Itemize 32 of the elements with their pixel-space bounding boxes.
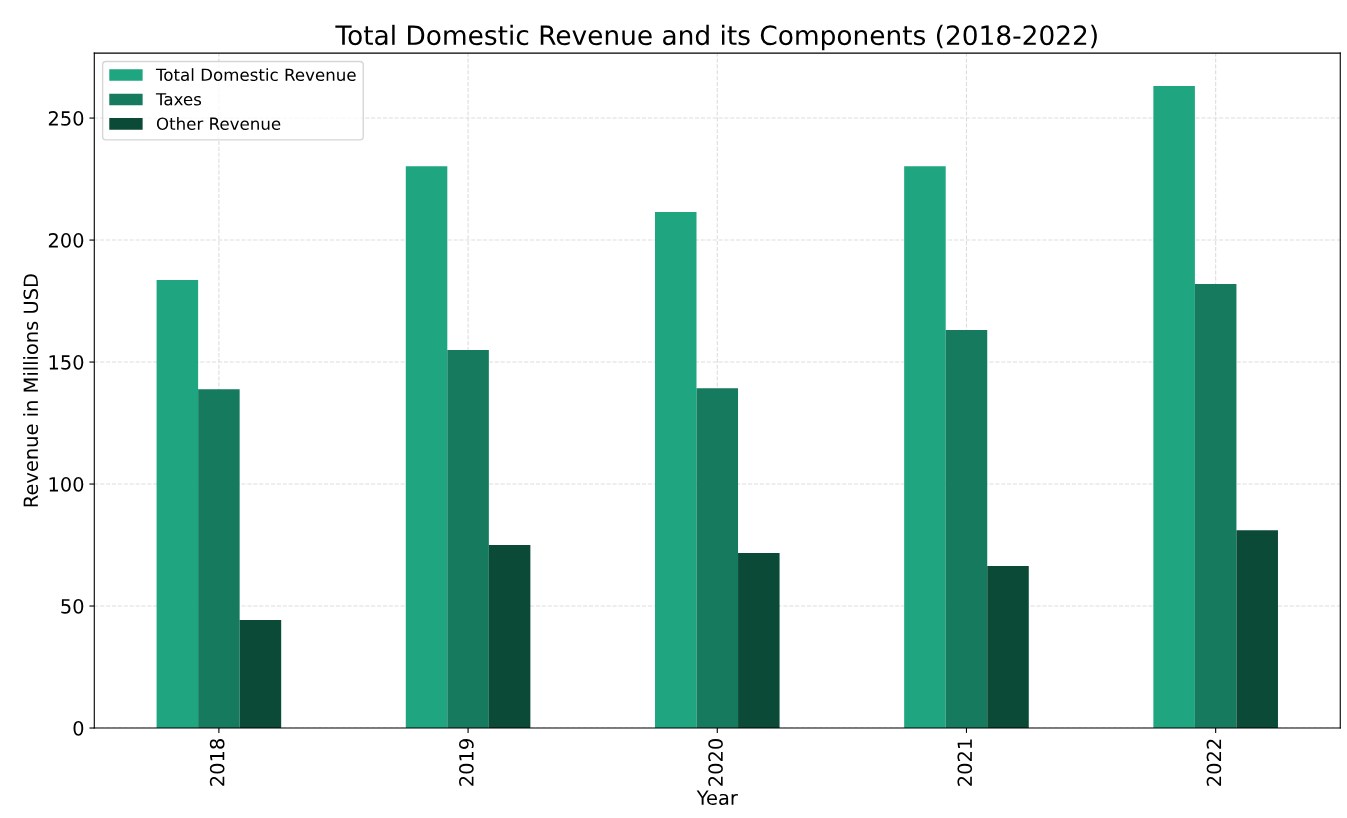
legend-label: Total Domestic Revenue <box>155 68 356 82</box>
bar <box>488 545 531 729</box>
legend-label: Other Revenue <box>156 117 281 130</box>
bar <box>904 166 946 729</box>
legend-label: Taxes <box>155 93 202 106</box>
x-axis-title: Year <box>696 790 738 806</box>
bar <box>945 330 988 729</box>
x-tick-label: 2022 <box>1206 739 1222 786</box>
y-tick-label: 100 <box>49 477 84 492</box>
y-tick-label: 150 <box>49 355 84 370</box>
bar <box>198 389 240 729</box>
x-tick-label: 2019 <box>459 739 474 786</box>
x-tick-label: 2018 <box>209 739 225 786</box>
bar <box>405 166 448 729</box>
bar <box>447 350 489 729</box>
y-tick-label: 250 <box>48 111 84 126</box>
x-tick-label: 2020 <box>708 739 723 786</box>
bar <box>738 553 780 729</box>
x-tick-label: 2021 <box>957 739 973 786</box>
bar <box>239 619 282 729</box>
y-tick-label: 0 <box>73 720 84 736</box>
bar <box>654 212 697 729</box>
chart-title: Total Domestic Revenue and its Components (2018-2022) <box>335 24 1097 51</box>
bar <box>1153 86 1195 729</box>
bar <box>1236 530 1278 729</box>
bar <box>156 280 199 729</box>
bar <box>987 566 1029 729</box>
y-tick-label: 200 <box>48 233 84 248</box>
y-axis-title: Revenue in Millions USD <box>23 274 39 507</box>
bar <box>1194 283 1237 729</box>
bar <box>696 388 739 729</box>
y-tick-label: 50 <box>61 598 84 614</box>
